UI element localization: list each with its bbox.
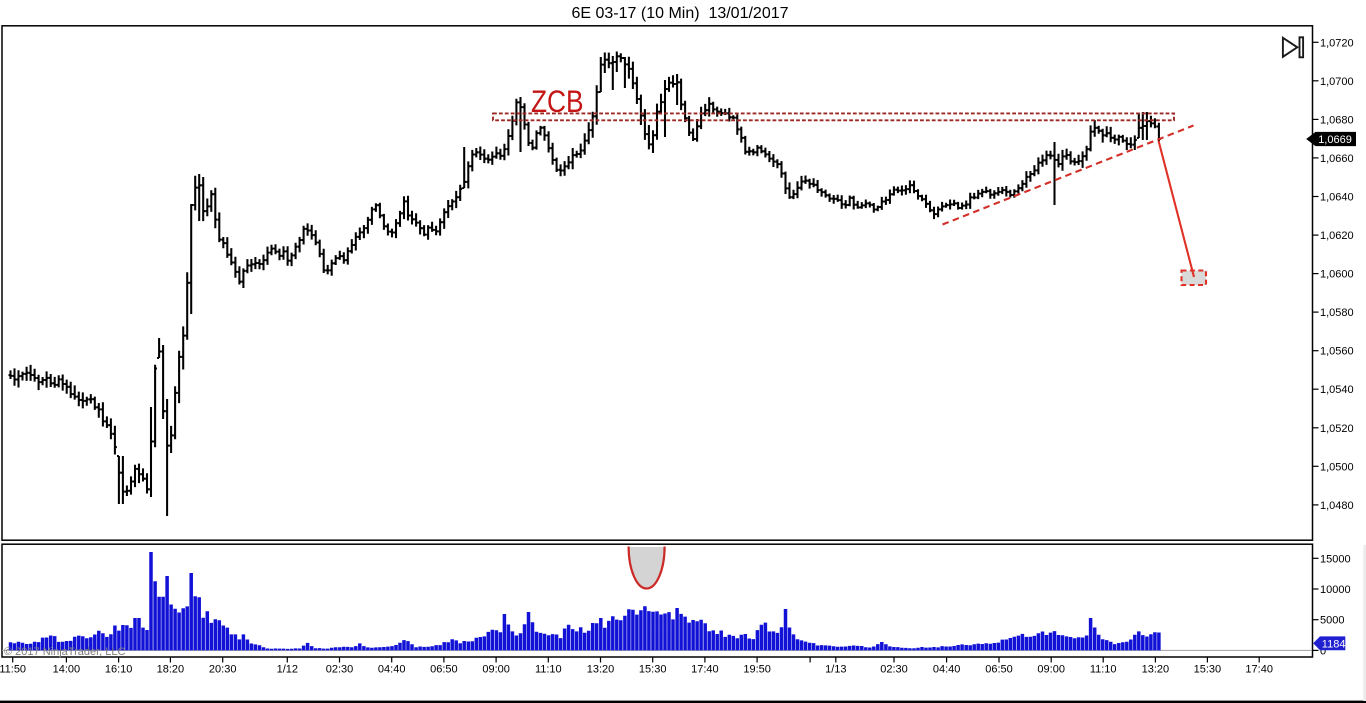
- svg-text:11:50: 11:50: [0, 664, 26, 676]
- svg-text:06:50: 06:50: [985, 664, 1013, 676]
- svg-text:13:20: 13:20: [587, 664, 615, 676]
- svg-text:14:00: 14:00: [53, 664, 81, 676]
- svg-text:0: 0: [1320, 645, 1326, 657]
- svg-text:15:30: 15:30: [1194, 664, 1222, 676]
- svg-text:15:30: 15:30: [639, 664, 667, 676]
- svg-text:19:50: 19:50: [743, 664, 771, 676]
- svg-text:5000: 5000: [1320, 615, 1344, 627]
- svg-text:18:20: 18:20: [157, 664, 185, 676]
- svg-text:15000: 15000: [1320, 553, 1351, 565]
- svg-text:1,0669: 1,0669: [1318, 134, 1352, 146]
- svg-text:1,0480: 1,0480: [1320, 500, 1354, 512]
- svg-text:20:30: 20:30: [209, 664, 237, 676]
- svg-text:11:10: 11:10: [535, 664, 562, 676]
- svg-text:1,0500: 1,0500: [1320, 461, 1354, 473]
- svg-text:1,0580: 1,0580: [1320, 307, 1354, 319]
- svg-text:1,0660: 1,0660: [1320, 153, 1354, 165]
- svg-text:09:00: 09:00: [482, 664, 510, 676]
- svg-text:1,0700: 1,0700: [1320, 76, 1354, 88]
- svg-text:04:40: 04:40: [933, 664, 961, 676]
- svg-text:17:40: 17:40: [1245, 664, 1273, 676]
- svg-text:© 2017 NinjaTrader, LLC: © 2017 NinjaTrader, LLC: [4, 646, 125, 658]
- svg-text:1,0680: 1,0680: [1320, 114, 1354, 126]
- svg-text:1,0620: 1,0620: [1320, 230, 1354, 242]
- svg-text:04:40: 04:40: [378, 664, 406, 676]
- svg-text:1/13: 1/13: [825, 664, 846, 676]
- svg-text:17:40: 17:40: [691, 664, 719, 676]
- svg-text:1,0540: 1,0540: [1320, 384, 1354, 396]
- svg-text:1/12: 1/12: [277, 664, 298, 676]
- svg-text:09:00: 09:00: [1037, 664, 1065, 676]
- svg-text:1,0600: 1,0600: [1320, 269, 1354, 281]
- svg-text:1,0560: 1,0560: [1320, 346, 1354, 358]
- svg-text:1,0720: 1,0720: [1320, 37, 1354, 49]
- svg-text:1,0520: 1,0520: [1320, 423, 1354, 435]
- svg-text:02:30: 02:30: [880, 664, 908, 676]
- svg-text:02:30: 02:30: [326, 664, 354, 676]
- svg-text:10000: 10000: [1320, 584, 1351, 596]
- svg-text:06:50: 06:50: [430, 664, 458, 676]
- svg-text:ZCB: ZCB: [531, 83, 584, 119]
- svg-text:6E 03-17 (10 Min) 13/01/2017: 6E 03-17 (10 Min) 13/01/2017: [571, 5, 788, 22]
- svg-text:16:10: 16:10: [105, 664, 133, 676]
- svg-text:13:20: 13:20: [1142, 664, 1170, 676]
- svg-text:1184: 1184: [1322, 638, 1346, 650]
- svg-text:11:10: 11:10: [1090, 664, 1117, 676]
- svg-text:1,0640: 1,0640: [1320, 192, 1354, 204]
